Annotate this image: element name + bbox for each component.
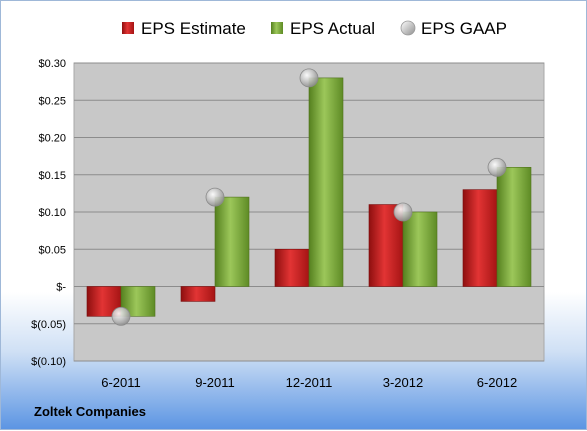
- legend: EPS Estimate EPS Actual EPS GAAP: [122, 19, 507, 38]
- y-axis: $0.30 $0.25 $0.20 $0.15 $0.10 $0.05 $- $(0.05) $…: [31, 58, 66, 368]
- x-tick-label: 12-2011: [286, 375, 333, 390]
- legend-item-estimate: EPS Estimate: [122, 19, 246, 38]
- bar-eps-estimate: [180, 286, 216, 302]
- legend-swatch-gaap: [400, 20, 416, 36]
- y-tick-label: $0.20: [38, 133, 66, 145]
- y-tick-label: $0.25: [38, 95, 66, 107]
- legend-label-actual: EPS Actual: [290, 19, 375, 38]
- bar-eps-actual: [402, 211, 438, 287]
- y-tick-label: $0.05: [38, 244, 66, 256]
- bar-eps-actual: [496, 167, 532, 287]
- y-tick-label: $0.30: [38, 58, 66, 70]
- legend-label-gaap: EPS GAAP: [421, 19, 507, 38]
- bar-eps-estimate: [462, 189, 498, 287]
- y-tick-label: $0.15: [38, 170, 66, 182]
- company-name: Zoltek Companies: [34, 404, 146, 419]
- y-tick-label: $-: [56, 282, 66, 294]
- bar-eps-actual: [214, 196, 250, 287]
- legend-label-estimate: EPS Estimate: [141, 19, 246, 38]
- x-tick-label: 6-2011: [101, 375, 141, 390]
- point-eps-gaap: [111, 306, 131, 326]
- x-tick-label: 9-2011: [195, 375, 235, 390]
- point-eps-gaap: [487, 157, 507, 177]
- legend-swatch-actual: [271, 22, 283, 34]
- point-eps-gaap: [205, 187, 225, 207]
- y-tick-label: $0.10: [38, 207, 66, 219]
- x-axis: 6-2011 9-2011 12-2011 3-2012 6-2012: [101, 375, 517, 390]
- legend-item-gaap: EPS GAAP: [400, 19, 507, 38]
- point-eps-gaap: [299, 68, 319, 88]
- y-tick-label: $(0.10): [31, 356, 66, 368]
- bars: [86, 77, 532, 317]
- bar-eps-actual: [120, 286, 156, 317]
- gaap-points: [111, 68, 507, 326]
- x-tick-label: 6-2012: [477, 375, 517, 390]
- point-eps-gaap: [393, 202, 413, 222]
- x-tick-label: 3-2012: [383, 375, 423, 390]
- legend-item-actual: EPS Actual: [271, 19, 375, 38]
- bar-eps-estimate: [274, 248, 310, 287]
- legend-swatch-estimate: [122, 22, 134, 34]
- y-tick-label: $(0.05): [31, 319, 66, 331]
- bar-eps-actual: [308, 77, 344, 287]
